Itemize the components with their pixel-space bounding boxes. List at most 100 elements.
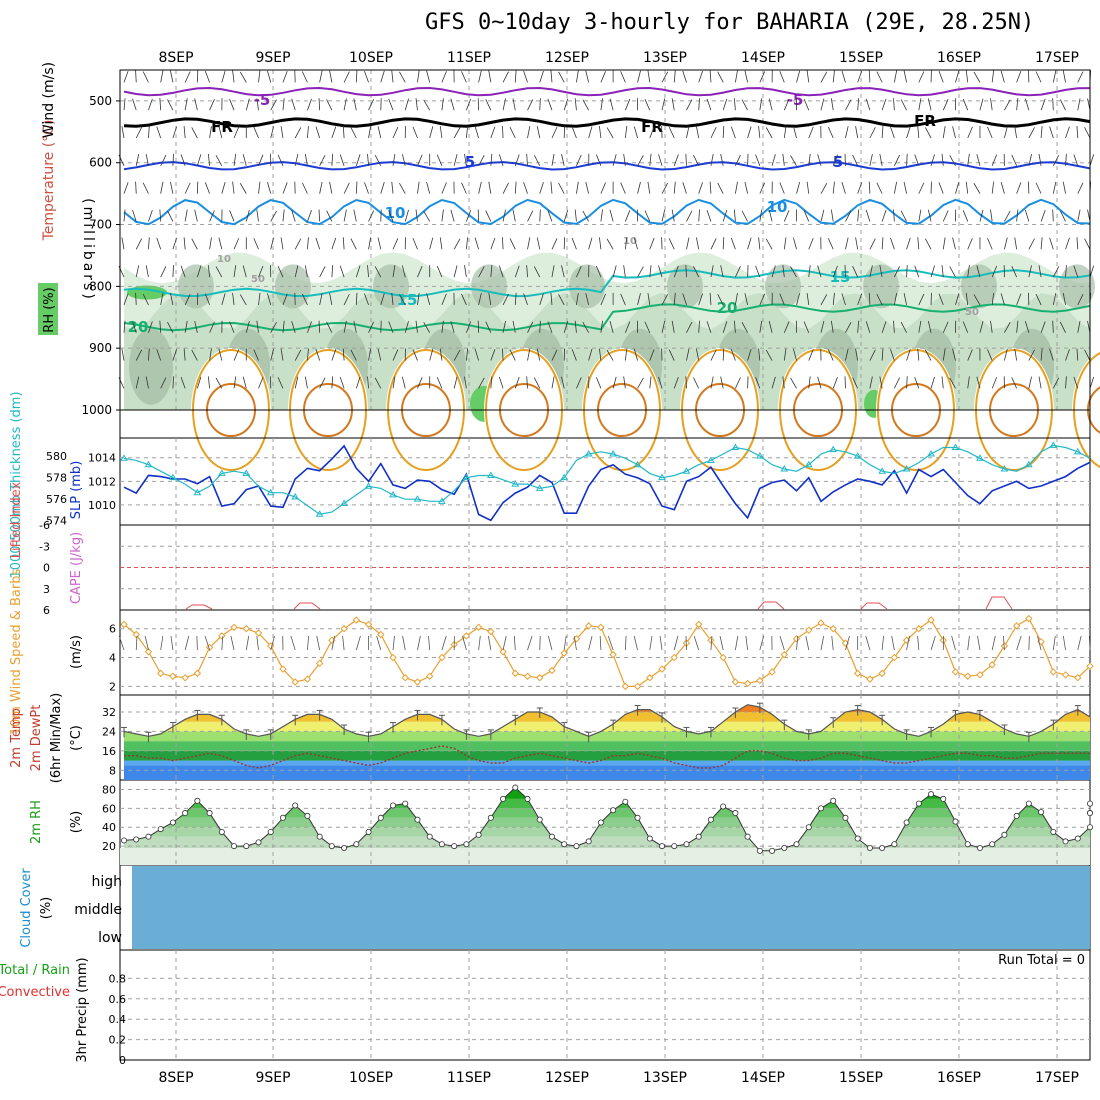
wind-barb xyxy=(441,182,447,194)
temp-band xyxy=(124,731,1090,742)
wind-barb xyxy=(722,348,725,361)
cloud-tick-label: high xyxy=(91,874,122,890)
wind-barb xyxy=(1073,154,1079,166)
wind-barb xyxy=(952,126,956,139)
wind-barb xyxy=(514,181,517,194)
wind-barb xyxy=(167,210,174,222)
wind-barb xyxy=(1004,322,1011,333)
wind-barb xyxy=(855,237,859,250)
wind-barb xyxy=(331,126,337,139)
rh-marker xyxy=(292,802,299,809)
wind-barb xyxy=(392,376,396,389)
wind-speed-marker xyxy=(315,659,324,668)
wind-barb xyxy=(282,320,285,333)
wind-barb xyxy=(233,376,237,389)
rh-marker xyxy=(683,841,690,848)
wind-barb xyxy=(1065,153,1067,166)
wind-barb xyxy=(339,265,345,278)
wind-barb xyxy=(367,265,369,278)
wind-barb xyxy=(342,126,345,139)
wind-barb xyxy=(623,153,626,166)
precip-tick-label: 0 xyxy=(119,1054,126,1067)
wind-barb xyxy=(925,238,932,250)
rh-marker xyxy=(622,798,629,805)
wind-barb xyxy=(832,265,838,278)
wind-barb xyxy=(747,348,752,361)
wind-barb xyxy=(730,237,736,250)
wind-barb xyxy=(326,99,333,111)
wind-barb xyxy=(987,126,993,139)
wind-barb xyxy=(903,70,907,83)
wind-barb xyxy=(315,349,321,361)
wind-barb xyxy=(350,238,357,250)
wind-barb xyxy=(331,153,334,166)
wind-barb xyxy=(439,348,443,361)
wind-barb xyxy=(1076,237,1079,250)
pressure-tick-label: 700 xyxy=(89,218,112,232)
wind-barb xyxy=(606,127,614,139)
wind-barb xyxy=(1059,210,1066,222)
wind-barb xyxy=(717,294,724,306)
wind-barb xyxy=(722,98,728,111)
wind-barb xyxy=(710,127,717,139)
wind-barb xyxy=(490,349,496,361)
wind-barb xyxy=(270,348,275,361)
wind-speed-marker xyxy=(303,675,312,683)
date-label-bottom: 11SEP xyxy=(447,1070,491,1086)
wind-speed-marker xyxy=(413,678,422,686)
wind-barb xyxy=(869,238,876,250)
wind-barb-10m xyxy=(881,635,884,651)
wind-barb-10m xyxy=(845,635,850,651)
wind-barb xyxy=(180,376,186,389)
wind-barb xyxy=(606,349,614,361)
wind-barb xyxy=(962,321,969,333)
thickness-marker xyxy=(1024,460,1033,468)
wind-barb xyxy=(1073,265,1079,278)
wind-barb xyxy=(1016,293,1022,306)
wind-barb xyxy=(533,266,541,278)
wind-barb xyxy=(523,182,528,194)
wind-barb xyxy=(879,153,883,166)
wind-barb xyxy=(464,153,467,166)
wind-barb xyxy=(318,98,321,111)
wind-barb-10m xyxy=(831,635,834,651)
rh-marker xyxy=(341,845,348,852)
wind-barb xyxy=(903,181,907,194)
wind-barb xyxy=(391,181,394,194)
wind-barb xyxy=(558,182,565,194)
wind-barb xyxy=(808,126,814,139)
rh-marker xyxy=(940,795,947,802)
wind-barb xyxy=(668,238,675,250)
wind-speed-marker xyxy=(291,678,299,686)
wind-barb xyxy=(142,293,149,306)
wind-barb xyxy=(671,209,675,222)
wind-barb-10m xyxy=(951,635,956,651)
wind-barb xyxy=(258,377,264,389)
wind-barb xyxy=(282,293,288,306)
wind-barb xyxy=(952,237,956,250)
wind-barb xyxy=(280,348,284,361)
thickness-marker xyxy=(804,460,813,468)
wind-speed-marker xyxy=(499,648,507,656)
wind-speed-marker xyxy=(181,674,189,682)
wind-barb xyxy=(355,265,361,278)
wind-barb xyxy=(526,265,528,278)
wind-barb xyxy=(209,348,212,361)
wind-barb xyxy=(649,265,652,278)
wind-barb xyxy=(404,98,409,111)
wind-barb xyxy=(1059,321,1066,333)
slp-tick-label: 1012 xyxy=(88,475,116,488)
wind-barb xyxy=(744,70,749,83)
wind-barb xyxy=(466,210,472,222)
wind-barb xyxy=(1000,70,1005,83)
wind-barb xyxy=(741,321,748,333)
wind-barb xyxy=(512,320,516,333)
wind-barb xyxy=(1040,126,1043,139)
li-tick-label: -3 xyxy=(39,540,50,553)
rh-marker xyxy=(536,816,543,823)
wind-barb xyxy=(441,71,447,83)
wind-barb xyxy=(803,98,810,111)
wind-barb xyxy=(914,154,920,166)
wind-barb xyxy=(649,349,655,361)
contour-label: FR xyxy=(211,118,233,136)
